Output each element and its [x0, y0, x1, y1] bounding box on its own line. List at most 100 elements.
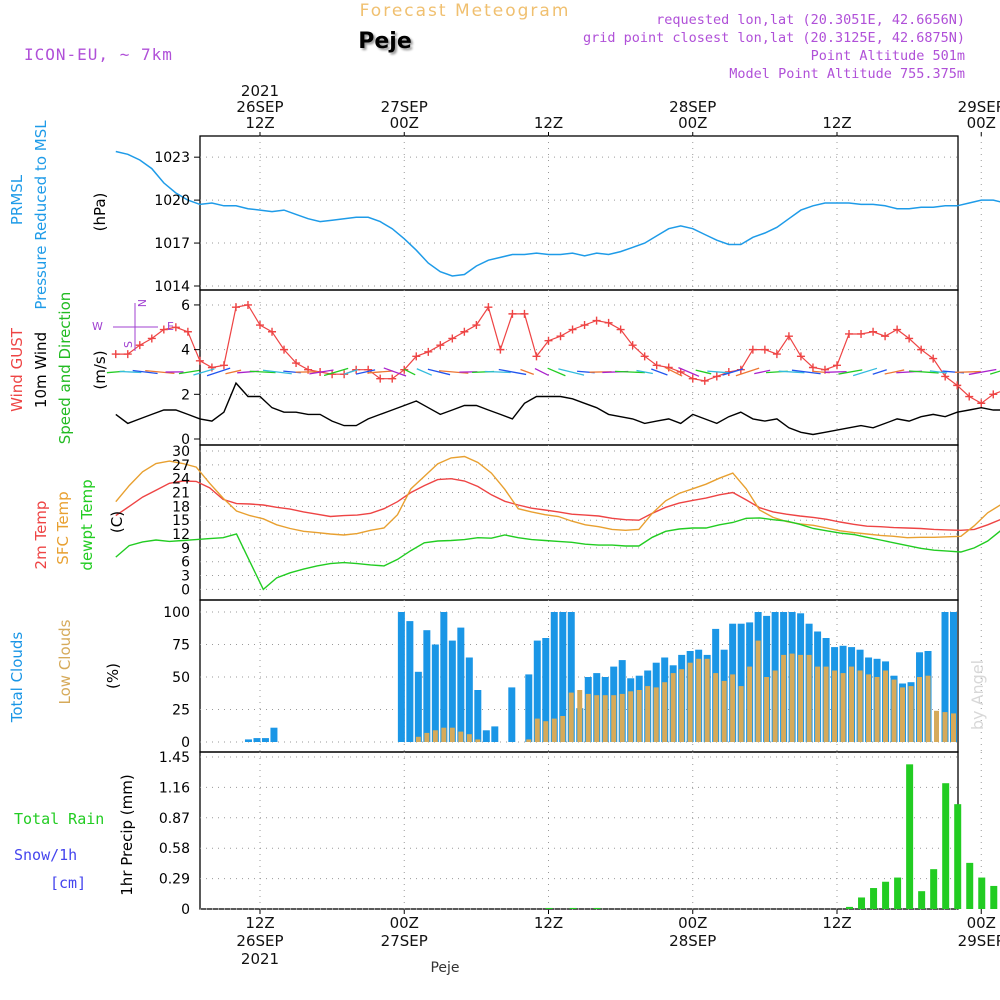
- low-cloud-bar: [925, 675, 931, 742]
- wind-panel: [199, 289, 959, 446]
- low-cloud-bar: [883, 670, 889, 742]
- low-cloud-bar: [679, 669, 685, 742]
- low-cloud-bar: [551, 718, 557, 742]
- bottom-time-label: 12Z: [245, 914, 274, 932]
- temp-sfc-line: [115, 455, 1000, 539]
- y-tick-label: 0.58: [159, 841, 190, 857]
- bottom-time-label: 29SEP: [958, 932, 1000, 950]
- footer-location: Peje: [430, 960, 459, 976]
- total-cloud-bar: [567, 612, 575, 742]
- low-cloud-bar: [815, 666, 821, 742]
- wind-direction-arrow: [119, 370, 142, 374]
- gust-marker: [616, 325, 625, 334]
- low-cloud-bar: [849, 666, 855, 742]
- gust-marker: [881, 332, 890, 341]
- gust-marker: [388, 374, 397, 383]
- total-cloud-bar: [270, 727, 278, 742]
- total-cloud-bar: [261, 738, 269, 742]
- gust-marker: [688, 374, 697, 383]
- low-cloud-bar: [908, 686, 914, 742]
- precip-unit: 1hr Precip (mm): [118, 774, 136, 895]
- bottom-time-label: 00Z: [390, 914, 419, 932]
- low-cloud-bar: [645, 686, 651, 742]
- wind-direction-arrow: [343, 369, 358, 375]
- gust-marker: [292, 359, 301, 368]
- low-cloud-bar: [670, 673, 676, 742]
- total-cloud-bar: [440, 612, 448, 742]
- low-cloud-bar: [577, 690, 583, 742]
- low-cloud-bar: [534, 718, 540, 742]
- gust-marker: [231, 303, 240, 312]
- wind-direction-arrow: [262, 369, 292, 375]
- wind-direction-arrow: [707, 370, 729, 374]
- clouds-label-total: Total Clouds: [8, 632, 26, 724]
- wind-direction-arrow: [872, 369, 887, 375]
- low-cloud-bar: [840, 673, 846, 742]
- y-tick-label: 3: [181, 569, 190, 585]
- total-cloud-bar: [397, 612, 405, 742]
- point-altitude: Point Altitude 501m: [811, 48, 965, 64]
- gust-marker: [833, 361, 841, 370]
- y-tick-label: 21: [172, 486, 190, 502]
- wind-direction-arrow: [735, 367, 760, 377]
- low-cloud-bar: [951, 713, 956, 742]
- low-cloud-bar: [415, 736, 421, 742]
- gust-marker: [448, 334, 457, 343]
- low-cloud-bar: [806, 654, 812, 742]
- low-cloud-bar: [458, 731, 464, 742]
- low-cloud-bar: [934, 710, 940, 742]
- bottom-time-label: 12Z: [822, 914, 851, 932]
- wind-direction-arrow: [678, 367, 700, 377]
- gust-marker: [544, 336, 553, 345]
- gust-marker: [195, 356, 204, 365]
- low-cloud-bar: [662, 682, 668, 742]
- y-tick-label: 1017: [154, 236, 190, 252]
- gust-marker: [965, 392, 974, 401]
- wind-direction-arrow: [416, 368, 433, 376]
- low-cloud-bar: [866, 674, 872, 742]
- wind-direction-arrow: [651, 368, 668, 376]
- low-cloud-bar: [917, 677, 923, 742]
- low-cloud-bar: [526, 739, 532, 742]
- y-tick-label: 4: [181, 343, 190, 359]
- low-cloud-bar: [832, 670, 838, 742]
- gust-marker: [784, 332, 793, 341]
- gust-marker: [760, 345, 769, 354]
- wind-direction-arrow: [558, 368, 585, 376]
- gust-marker: [460, 327, 469, 336]
- compass-s: S: [122, 341, 135, 348]
- wind-direction-arrow: [852, 367, 878, 377]
- y-tick-label: 0.29: [159, 872, 190, 888]
- gust-marker: [556, 332, 565, 341]
- gust-marker: [111, 350, 120, 359]
- gust-marker: [472, 321, 481, 330]
- low-cloud-bar: [781, 654, 787, 742]
- total-cloud-bar: [244, 739, 252, 742]
- low-cloud-bar: [466, 734, 472, 742]
- wind-direction-arrow: [908, 370, 939, 374]
- gust-marker: [640, 352, 649, 361]
- gust-marker: [580, 321, 589, 330]
- total-cloud-bar: [406, 621, 414, 742]
- wind-direction-arrow: [722, 368, 744, 376]
- total-cloud-bar: [253, 738, 261, 742]
- y-tick-label: 50: [172, 670, 190, 686]
- wind-direction-arrow: [427, 368, 451, 376]
- wind-direction-arrow: [438, 370, 469, 374]
- rain-bar: [593, 907, 601, 909]
- gust-marker: [748, 345, 757, 354]
- y-tick-label: 6: [181, 298, 190, 314]
- y-tick-label: 1.16: [159, 780, 190, 796]
- wind-direction-arrow: [383, 367, 407, 377]
- low-cloud-bar: [874, 677, 880, 742]
- clouds-label-low: Low Clouds: [56, 619, 74, 704]
- y-tick-label: 6: [181, 555, 190, 571]
- gust-marker: [280, 345, 289, 354]
- gust-marker: [977, 399, 986, 408]
- gust-marker: [159, 325, 168, 334]
- product-title: Forecast Meteogram: [360, 1, 571, 21]
- gust-marker: [520, 309, 529, 318]
- total-cloud-bar: [508, 687, 516, 742]
